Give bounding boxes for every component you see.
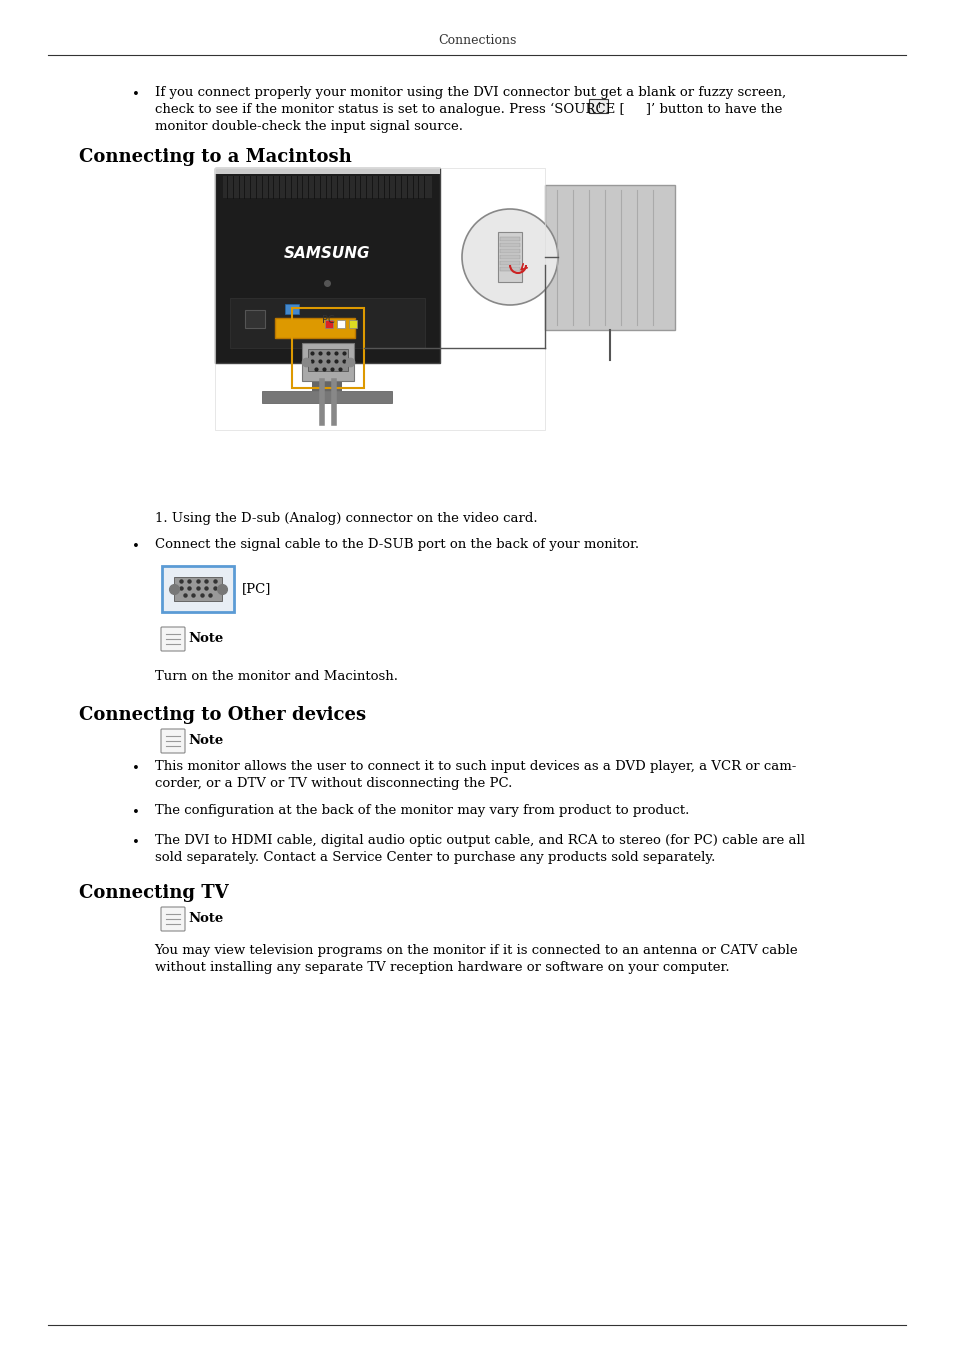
Bar	[499, 261, 519, 265]
Bar	[544, 185, 675, 329]
Bar	[285, 304, 298, 315]
Text: monitor double-check the input signal source.: monitor double-check the input signal so…	[154, 120, 462, 134]
Text: ↑: ↑	[595, 101, 602, 111]
Bar	[349, 320, 356, 328]
Text: Connecting TV: Connecting TV	[79, 884, 229, 902]
Text: PC: PC	[321, 315, 334, 325]
Text: Connecting to Other devices: Connecting to Other devices	[79, 706, 366, 724]
Bar	[173, 576, 222, 601]
Text: Connections: Connections	[437, 34, 516, 46]
Bar	[312, 363, 341, 392]
Bar	[223, 176, 432, 198]
Bar	[262, 392, 392, 404]
FancyBboxPatch shape	[589, 99, 608, 112]
Text: 1. Using the D-sub (Analog) connector on the video card.: 1. Using the D-sub (Analog) connector on…	[154, 512, 537, 525]
Text: Connecting to a Macintosh: Connecting to a Macintosh	[79, 148, 352, 166]
Bar	[292, 308, 364, 387]
FancyBboxPatch shape	[161, 626, 185, 651]
Bar	[214, 167, 439, 363]
Bar	[336, 320, 345, 328]
Text: Note: Note	[188, 913, 223, 926]
Bar	[214, 167, 544, 431]
Text: Turn on the monitor and Macintosh.: Turn on the monitor and Macintosh.	[154, 670, 397, 683]
Text: without installing any separate TV reception hardware or software on your comput: without installing any separate TV recep…	[154, 961, 728, 973]
Text: SAMSUNG: SAMSUNG	[284, 246, 371, 261]
Text: Note: Note	[188, 633, 223, 645]
Bar	[214, 167, 439, 174]
Text: •: •	[132, 836, 139, 849]
Text: •: •	[132, 761, 139, 775]
Text: Connect the signal cable to the D-SUB port on the back of your monitor.: Connect the signal cable to the D-SUB po…	[154, 539, 638, 551]
Bar	[162, 566, 233, 612]
Text: •: •	[132, 88, 139, 101]
Text: The configuration at the back of the monitor may vary from product to product.: The configuration at the back of the mon…	[154, 805, 688, 817]
Bar	[499, 255, 519, 259]
Text: corder, or a DTV or TV without disconnecting the PC.: corder, or a DTV or TV without disconnec…	[154, 778, 512, 790]
FancyBboxPatch shape	[161, 907, 185, 931]
Bar	[325, 320, 333, 328]
Text: If you connect properly your monitor using the DVI connector but get a blank or : If you connect properly your monitor usi…	[154, 86, 785, 99]
Text: •: •	[132, 540, 139, 553]
Text: [PC]: [PC]	[242, 582, 271, 595]
Text: Note: Note	[188, 734, 223, 748]
Text: The DVI to HDMI cable, digital audio optic output cable, and RCA to stereo (for : The DVI to HDMI cable, digital audio opt…	[154, 834, 803, 846]
Text: You may view television programs on the monitor if it is connected to an antenna: You may view television programs on the …	[154, 944, 798, 957]
Text: sold separately. Contact a Service Center to purchase any products sold separate: sold separately. Contact a Service Cente…	[154, 850, 714, 864]
Bar	[274, 319, 355, 338]
Text: check to see if the monitor status is set to analogue. Press ‘SOURCE [     ]’ bu: check to see if the monitor status is se…	[154, 103, 781, 116]
Text: This monitor allows the user to connect it to such input devices as a DVD player: This monitor allows the user to connect …	[154, 760, 795, 774]
Text: •: •	[132, 806, 139, 819]
Bar	[499, 243, 519, 247]
Bar	[499, 238, 519, 242]
Bar	[245, 310, 265, 328]
Bar	[308, 350, 348, 371]
Bar	[230, 298, 424, 348]
Bar	[499, 267, 519, 271]
Bar	[497, 232, 521, 282]
Bar	[499, 248, 519, 252]
FancyBboxPatch shape	[161, 729, 185, 753]
Circle shape	[461, 209, 558, 305]
Bar	[302, 343, 354, 381]
